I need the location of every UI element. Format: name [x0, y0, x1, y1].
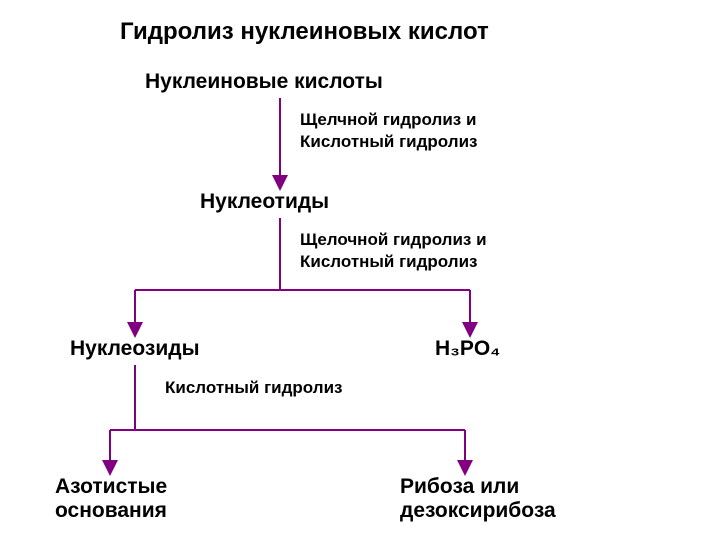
node-nucleosides: Нуклеозиды: [70, 337, 200, 361]
node-h3po4: H₃PO₄: [435, 337, 500, 361]
diagram-title: Гидролиз нуклеиновых кислот: [120, 18, 489, 46]
node-nucleotides: Нуклеотиды: [200, 190, 329, 214]
node-sugar: Рибоза илидезоксирибоза: [400, 475, 556, 523]
label-hydrolysis-2: Щелочной гидролиз иКислотный гидролиз: [300, 229, 487, 273]
node-bases: Азотистыеоснования: [55, 475, 167, 523]
label-hydrolysis-1: Щелчной гидролиз иКислотный гидролиз: [300, 109, 477, 153]
node-nucleic-acids: Нуклеиновые кислоты: [145, 70, 383, 94]
label-hydrolysis-3: Кислотный гидролиз: [165, 377, 342, 399]
